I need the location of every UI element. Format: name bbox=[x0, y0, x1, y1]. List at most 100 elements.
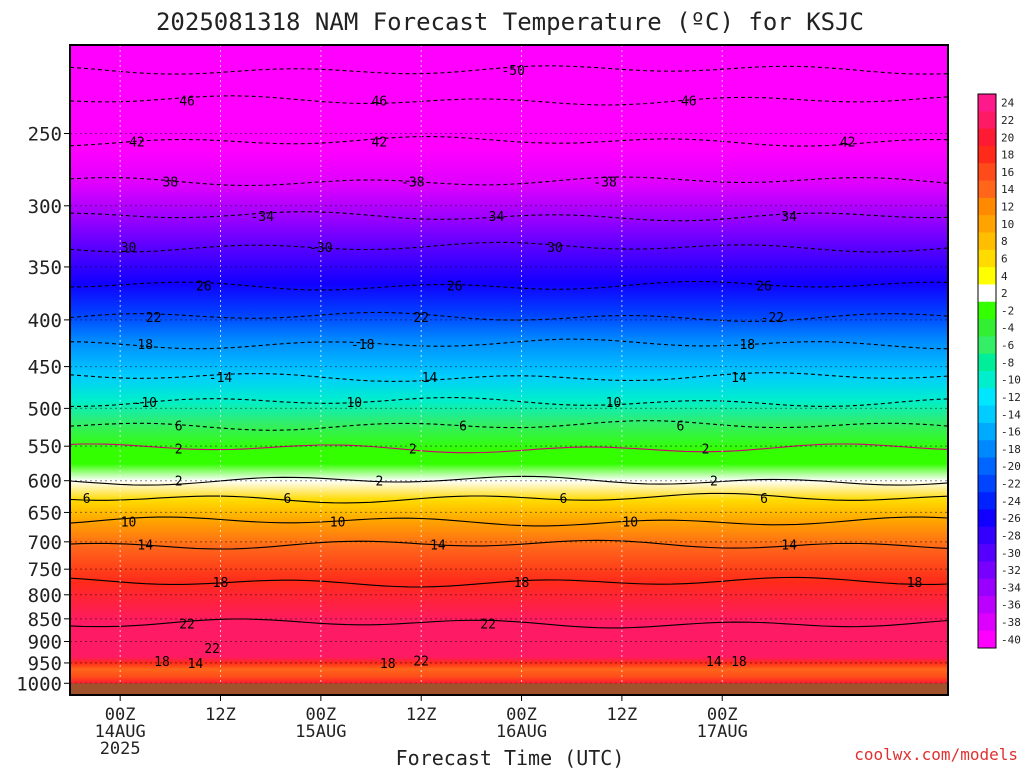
isotherm-label: -50 bbox=[501, 64, 524, 79]
isotherm-label: 14 bbox=[137, 539, 153, 554]
isotherm-label: 18 bbox=[137, 338, 153, 353]
isotherm-label: -38 bbox=[401, 175, 424, 190]
isotherm-label: 46 bbox=[179, 94, 195, 109]
y-tick-label: 350 bbox=[28, 257, 62, 279]
isotherm-label: 2 bbox=[702, 442, 710, 457]
isotherm-line bbox=[70, 576, 948, 588]
isotherm-label: -18 bbox=[351, 338, 374, 353]
colorbar-label: 16 bbox=[1001, 166, 1014, 179]
x-tick-date: 17AUG bbox=[697, 722, 748, 742]
colorbar-swatch bbox=[978, 561, 996, 580]
colorbar-swatch bbox=[978, 474, 996, 493]
colorbar-label: -40 bbox=[1001, 633, 1021, 646]
isotherm-label: 2 bbox=[175, 475, 183, 490]
colorbar-label: -26 bbox=[1001, 512, 1021, 525]
colorbar-swatch bbox=[978, 526, 996, 545]
isotherm-label: 22 bbox=[204, 642, 220, 657]
isotherm-label: -22 bbox=[761, 311, 784, 326]
colorbar-label: -2 bbox=[1001, 304, 1014, 317]
y-tick-label: 500 bbox=[28, 398, 62, 420]
colorbar-swatch bbox=[978, 492, 996, 510]
y-tick-label: 750 bbox=[28, 559, 62, 581]
isotherm-label: 42 bbox=[129, 135, 145, 150]
colorbar-frame bbox=[977, 93, 997, 649]
colorbar-swatch bbox=[978, 353, 996, 372]
colorbar-label: -14 bbox=[1001, 408, 1021, 421]
isotherm-line bbox=[70, 492, 948, 504]
colorbar-label: 2 bbox=[1001, 287, 1008, 300]
colorbar-swatch bbox=[978, 94, 996, 112]
isotherm-label: 14 bbox=[706, 655, 722, 670]
y-tick-label: 900 bbox=[28, 631, 62, 653]
isotherm-label: -10 bbox=[134, 396, 157, 411]
x-tick-date: 15AUG bbox=[295, 722, 346, 742]
isotherm-line bbox=[70, 618, 948, 629]
pressure-axis: 2503003504004505005506006507007508008509… bbox=[16, 123, 70, 695]
colorbar-label: -24 bbox=[1001, 495, 1021, 508]
isotherm-label: 18 bbox=[514, 576, 530, 591]
colorbar-swatch bbox=[978, 630, 996, 649]
colorbar-label: 14 bbox=[1001, 183, 1015, 196]
y-tick-label: 400 bbox=[28, 310, 62, 332]
isotherm-label: 2 bbox=[375, 475, 383, 490]
isotherm-label: 34 bbox=[489, 210, 505, 225]
x-tick-date: 16AUG bbox=[496, 722, 547, 742]
chart-title: 2025081318 NAM Forecast Temperature (ºC)… bbox=[156, 8, 864, 36]
y-tick-label: 700 bbox=[28, 532, 62, 554]
colorbar-label: -22 bbox=[1001, 478, 1021, 491]
isotherm-line bbox=[70, 539, 948, 550]
isotherm-label: 26 bbox=[447, 280, 463, 295]
isotherm-label: 46 bbox=[681, 94, 697, 109]
colorbar-swatch bbox=[978, 249, 996, 268]
isotherm-label: 30 bbox=[547, 241, 563, 256]
x-tick-label: 00Z bbox=[506, 705, 537, 725]
isotherm-label: -34 bbox=[251, 210, 275, 225]
colorbar-label: -38 bbox=[1001, 616, 1021, 629]
x-tick-label: 00Z bbox=[305, 705, 336, 725]
y-tick-label: 450 bbox=[28, 357, 62, 379]
temperature-field bbox=[70, 45, 948, 695]
isotherm-label: 10 bbox=[622, 515, 638, 530]
isotherm-label: 26 bbox=[196, 280, 212, 295]
isotherm-label: 6 bbox=[760, 492, 768, 507]
x-tick-label: 00Z bbox=[707, 705, 738, 725]
x-tick-label: 12Z bbox=[607, 705, 638, 725]
y-tick-label: 1000 bbox=[16, 673, 62, 695]
colorbar-label: -32 bbox=[1001, 564, 1021, 577]
colorbar: 24 22 20 18 16 14 12 10 8 6 4 2 -2 -4 -6 -8 -10 -12 -14 -16… bbox=[977, 93, 1021, 649]
isotherm-label: 30 bbox=[121, 241, 137, 256]
isotherm-label: 14 bbox=[430, 539, 446, 554]
isotherm-label: 10 bbox=[330, 515, 346, 530]
colorbar-swatch bbox=[978, 319, 996, 337]
isotherm-label: 34 bbox=[781, 210, 797, 225]
colorbar-swatch bbox=[978, 509, 996, 528]
x-tick-year: 2025 bbox=[100, 739, 141, 759]
isotherm-label: 6 bbox=[175, 419, 183, 434]
colorbar-swatch bbox=[978, 544, 996, 562]
isotherm-label: 18 bbox=[739, 338, 755, 353]
y-tick-label: 650 bbox=[28, 502, 62, 524]
colorbar-label: -34 bbox=[1001, 581, 1021, 594]
colorbar-swatch bbox=[978, 613, 996, 632]
colorbar-label: -6 bbox=[1001, 339, 1014, 352]
isotherm-label: 22 bbox=[179, 617, 195, 632]
colorbar-label: 22 bbox=[1001, 114, 1014, 127]
isotherm-label: 14 bbox=[731, 371, 747, 386]
colorbar-swatch bbox=[978, 422, 996, 441]
y-tick-label: 850 bbox=[28, 609, 62, 631]
colorbar-label: 24 bbox=[1001, 97, 1015, 110]
isotherm-label: 22 bbox=[480, 617, 496, 632]
x-tick-label: 12Z bbox=[406, 705, 437, 725]
isotherm-label: 22 bbox=[413, 311, 429, 326]
colorbar-label: -20 bbox=[1001, 460, 1021, 473]
colorbar-swatch bbox=[978, 440, 996, 459]
colorbar-swatch bbox=[978, 163, 996, 182]
isotherm-label: 10 bbox=[121, 515, 137, 530]
colorbar-label: -10 bbox=[1001, 374, 1021, 387]
y-tick-label: 300 bbox=[28, 196, 62, 218]
colorbar-swatch bbox=[978, 371, 996, 389]
x-axis-title: Forecast Time (UTC) bbox=[396, 746, 625, 768]
isotherm-label: 2 bbox=[710, 475, 718, 490]
y-tick-label: 800 bbox=[28, 585, 62, 607]
